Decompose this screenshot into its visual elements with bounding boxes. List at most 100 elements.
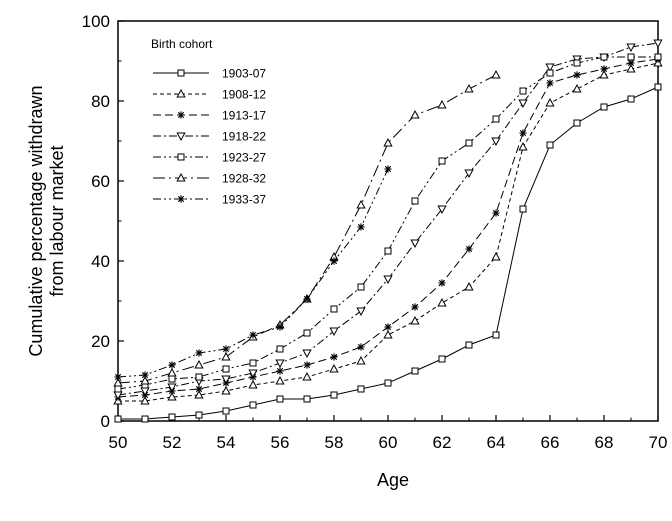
x-tick-label: 62: [433, 433, 452, 452]
data-point: [654, 83, 662, 91]
data-point: [114, 415, 122, 423]
data-point: [491, 137, 501, 147]
data-point: [167, 367, 177, 377]
legend-item: 1933-37: [153, 193, 266, 207]
data-point: [519, 87, 527, 95]
data-point: [411, 367, 419, 375]
data-point: [177, 69, 185, 77]
axes: 50 52 54 56 58 60 62 64 66 68 70 0 20 40 60 80 100: [82, 12, 668, 452]
data-point: [303, 329, 311, 337]
series-1908-12: [113, 57, 663, 405]
data-point: [249, 331, 257, 339]
y-tick-label: 0: [101, 412, 110, 431]
data-point: [492, 115, 500, 123]
data-point: [302, 349, 312, 359]
x-tick-label: 58: [325, 433, 344, 452]
data-point: [546, 79, 554, 87]
legend-item: 1923-27: [153, 151, 266, 165]
data-point: [654, 53, 662, 61]
data-point: [438, 279, 446, 287]
data-point: [491, 251, 501, 261]
data-point: [384, 247, 392, 255]
data-point: [194, 389, 204, 399]
data-point: [168, 413, 176, 421]
data-point: [177, 111, 185, 119]
data-point: [410, 109, 420, 119]
data-point: [276, 323, 284, 331]
data-point: [653, 39, 663, 49]
series-1913-17: [114, 55, 662, 401]
legend-label: 1923-27: [222, 151, 266, 165]
data-point: [303, 395, 311, 403]
data-point: [438, 355, 446, 363]
data-point: [168, 361, 176, 369]
data-point: [519, 205, 527, 213]
data-point: [356, 355, 366, 365]
data-point: [492, 209, 500, 217]
data-point: [464, 83, 474, 93]
data-point: [276, 367, 284, 375]
x-tick-label: 60: [379, 433, 398, 452]
data-point: [141, 415, 149, 423]
data-point: [357, 223, 365, 231]
legend-item: 1928-32: [153, 172, 266, 186]
data-point: [437, 297, 447, 307]
series-1903-07: [114, 83, 662, 423]
data-point: [113, 391, 123, 401]
data-point: [140, 375, 150, 385]
data-point: [518, 141, 528, 151]
data-point: [383, 137, 393, 147]
legend-label: 1928-32: [222, 172, 266, 186]
data-point: [114, 385, 122, 393]
data-point: [194, 359, 204, 369]
y-tick-label: 80: [91, 92, 110, 111]
data-point: [437, 205, 447, 215]
data-point: [410, 315, 420, 325]
data-point: [249, 359, 257, 367]
data-point: [357, 343, 365, 351]
data-point: [167, 391, 177, 401]
data-point: [330, 257, 338, 265]
data-point: [221, 375, 231, 385]
y-tick-label: 60: [91, 172, 110, 191]
y-tick-label: 20: [91, 332, 110, 351]
data-point: [573, 59, 581, 67]
x-tick-label: 52: [163, 433, 182, 452]
data-point: [545, 97, 555, 107]
data-point: [276, 395, 284, 403]
data-point: [177, 195, 185, 203]
data-point: [303, 295, 311, 303]
data-point: [176, 132, 186, 142]
data-point: [627, 59, 635, 67]
data-point: [410, 239, 420, 249]
data-point: [600, 53, 608, 61]
data-point: [330, 353, 338, 361]
data-point: [195, 385, 203, 393]
data-point: [383, 329, 393, 339]
data-point: [357, 385, 365, 393]
legend-item: 1908-12: [153, 88, 266, 102]
legend-label: 1903-07: [222, 67, 266, 81]
data-point: [411, 197, 419, 205]
data-point: [411, 303, 419, 311]
data-point: [113, 377, 123, 387]
y-axis-title: Cumulative percentage withdrawnfrom labo…: [26, 85, 67, 356]
legend-item: 1913-17: [153, 109, 266, 123]
x-axis-title: Age: [377, 470, 409, 490]
y-axis-title-line: from labour market: [47, 145, 67, 296]
data-point: [168, 375, 176, 383]
x-tick-label: 64: [487, 433, 506, 452]
data-point: [357, 283, 365, 291]
legend: Birth cohort 1903-07 1908-12 1913-17 1918-22…: [151, 37, 266, 207]
data-point: [600, 103, 608, 111]
data-point: [275, 359, 285, 369]
data-point: [221, 351, 231, 361]
series-line: [117, 42, 659, 396]
data-point: [465, 341, 473, 349]
x-tick-label: 68: [595, 433, 614, 452]
x-tick-label: 54: [217, 433, 236, 452]
data-point: [140, 387, 150, 397]
data-point: [248, 379, 258, 389]
series-line: [117, 74, 497, 384]
